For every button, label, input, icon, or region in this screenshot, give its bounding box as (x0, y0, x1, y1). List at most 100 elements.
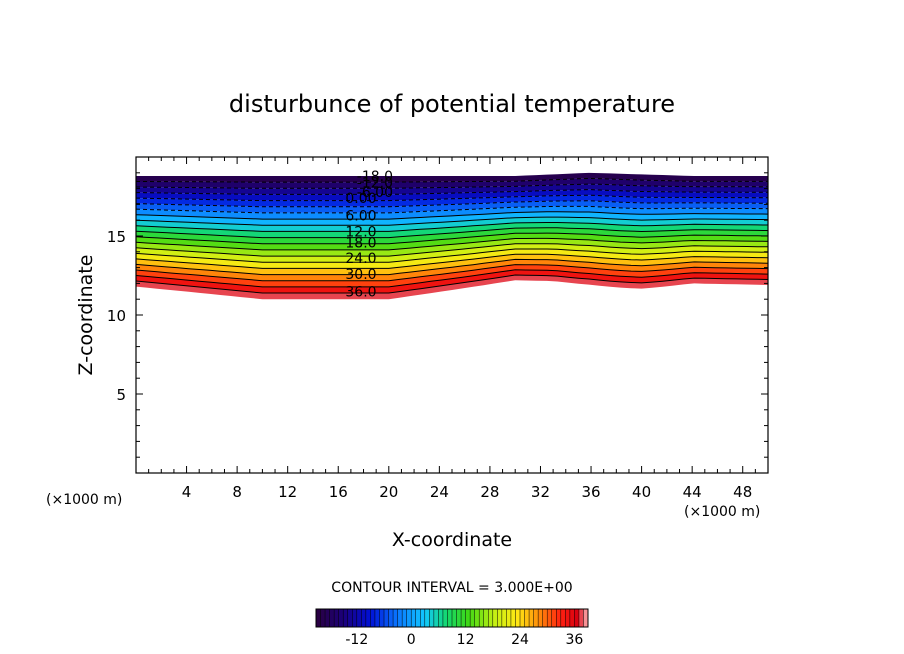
colorbar-segment (316, 609, 321, 627)
colorbar-tick-label: 0 (407, 632, 416, 648)
colorbar-segment (560, 609, 566, 627)
contour-label: -18.0 (357, 169, 393, 185)
colorbar-segment (420, 609, 426, 627)
contour-band (136, 189, 768, 201)
colorbar-segment (429, 609, 435, 627)
contour-label: 12.0 (345, 224, 376, 240)
colorbar-segment (542, 609, 548, 627)
colorbar-segment (533, 609, 539, 627)
colorbar-segment (506, 609, 512, 627)
colorbar-segment (515, 609, 521, 627)
contour-line (136, 205, 768, 214)
colorbar-segment (365, 609, 371, 627)
colorbar-segment (402, 609, 407, 627)
colorbar-segment (334, 609, 339, 627)
colorbar-segment (538, 609, 543, 627)
contour-line (136, 211, 768, 220)
colorbar-segment (497, 609, 503, 627)
contour-lines (136, 177, 768, 294)
contour-labels: -18.0-12.0-6.000.006.0012.018.024.030.03… (345, 169, 393, 300)
x-tick-label: 28 (480, 483, 499, 501)
colorbar-segment (384, 609, 389, 627)
colorbar-segment (529, 609, 534, 627)
x-tick-label: 36 (581, 483, 600, 501)
colorbar-segment (461, 609, 466, 627)
colorbar-segment (370, 609, 376, 627)
colorbar-segment (356, 609, 362, 627)
colorbar-segment (583, 609, 589, 627)
x-tick-labels: 4 8 12 16 20 24 28 32 36 40 44 48 (182, 483, 752, 501)
colorbar-segment (569, 609, 575, 627)
contour-line (136, 253, 768, 269)
colorbar-tick-label: 24 (511, 632, 529, 648)
contour-line (136, 258, 768, 276)
contour-band (136, 222, 768, 238)
colorbar-segment (492, 609, 498, 627)
colorbar-segment (320, 609, 326, 627)
colorbar-segment (551, 609, 557, 627)
colorbar-segment (524, 609, 530, 627)
colorbar-segment (379, 609, 385, 627)
x-tick-label: 24 (430, 483, 449, 501)
contour-line (136, 232, 768, 245)
colorbar-segment (329, 609, 335, 627)
contour-band (136, 195, 768, 207)
contour-line (136, 216, 768, 226)
colorbar-segment (574, 609, 580, 627)
colorbar: -12 0 12 24 36 (315, 608, 589, 648)
colorbar-segment (397, 609, 403, 627)
contour-line (136, 177, 768, 183)
contour-label: 24.0 (345, 251, 376, 267)
x-tick-label: 44 (683, 483, 702, 501)
contour-label: 36.0 (345, 284, 376, 300)
colorbar-segment (352, 609, 358, 627)
contour-line (136, 194, 768, 202)
contour-band (136, 178, 768, 189)
colorbar-tick-label: 12 (457, 632, 475, 648)
colorbar-segment (442, 609, 448, 627)
x-tick-label: 12 (278, 483, 297, 501)
colorbar-segment (438, 609, 444, 627)
x-tick-label: 48 (733, 483, 752, 501)
colorbar-segment (411, 609, 417, 627)
y-unit-label: (×1000 m) (46, 492, 122, 508)
x-unit-label: (×1000 m) (684, 504, 760, 520)
contour-line (136, 237, 768, 251)
contour-band (136, 211, 768, 226)
x-tick-label: 20 (379, 483, 398, 501)
x-tick-label: 8 (232, 483, 242, 501)
colorbar-segment (388, 609, 394, 627)
colorbar-segment (447, 609, 453, 627)
contour-band (136, 172, 768, 183)
chart-title: disturbunce of potential temperature (229, 90, 675, 118)
colorbar-segment (470, 609, 475, 627)
contour-band (136, 200, 768, 213)
colorbar-tick-label: -12 (345, 632, 368, 648)
contour-band (136, 227, 768, 244)
contour-band (136, 243, 768, 263)
colorbar-segment (374, 609, 380, 627)
contour-line (136, 243, 768, 257)
colorbar-segment (474, 609, 480, 627)
contour-label: 0.00 (345, 191, 376, 207)
x-tick-label: 4 (182, 483, 192, 501)
contour-line (136, 248, 768, 263)
colorbar-segment (347, 609, 353, 627)
contour-interval-label: CONTOUR INTERVAL = 3.000E+00 (331, 580, 572, 596)
colorbar-segment (433, 609, 439, 627)
y-tick-label: 15 (107, 228, 126, 246)
colorbar-segment (578, 609, 584, 627)
y-tick-label: 5 (116, 386, 126, 404)
colorbar-segment (393, 609, 398, 627)
colorbar-segment (501, 609, 507, 627)
colorbar-segment (565, 609, 571, 627)
contour-band (136, 206, 768, 220)
colorbar-segment (479, 609, 485, 627)
colorbar-segment (406, 609, 412, 627)
colorbar-segment (556, 609, 562, 627)
colorbar-segment (325, 609, 330, 627)
contour-label: 6.00 (345, 208, 376, 224)
colorbar-segment (452, 609, 457, 627)
contour-label: 30.0 (345, 267, 376, 283)
contour-label: -12.0 (357, 175, 393, 191)
